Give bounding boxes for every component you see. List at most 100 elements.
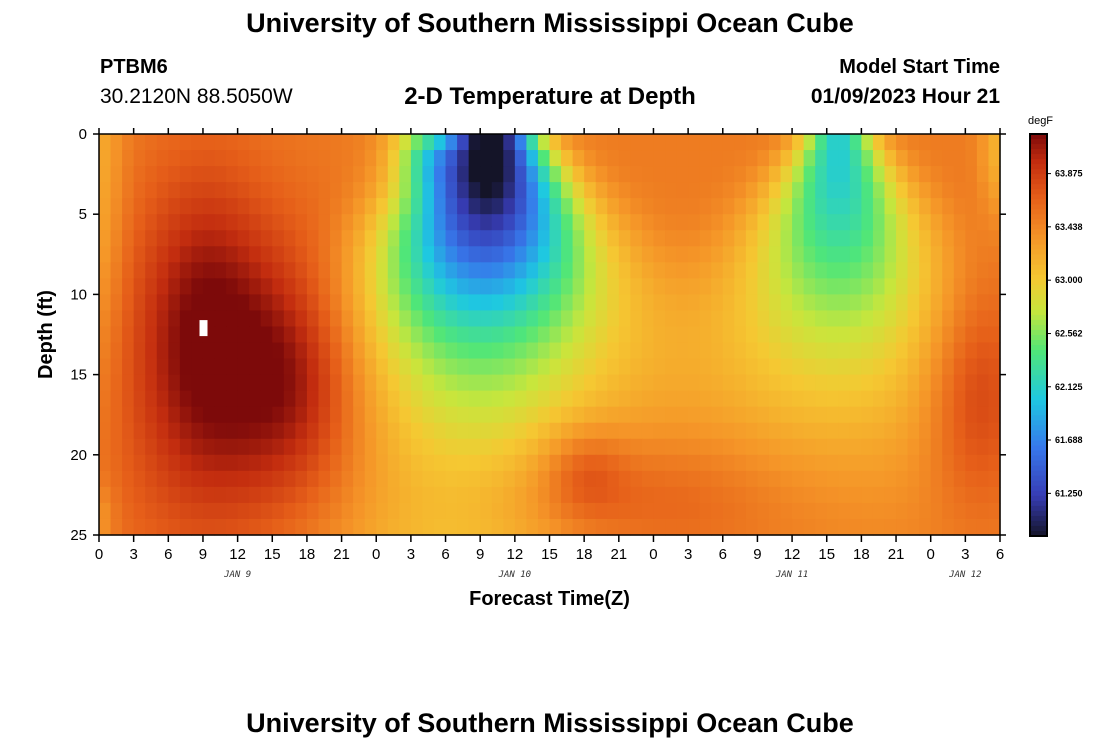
heatmap-cell xyxy=(630,262,643,279)
x-tick-label: 15 xyxy=(264,546,281,563)
heatmap-cell xyxy=(919,294,932,312)
heatmap-cell xyxy=(815,150,828,167)
colorbar-label: 63.875 xyxy=(1055,169,1083,179)
heatmap-cell xyxy=(260,230,273,247)
heatmap-cell xyxy=(99,214,112,231)
heatmap-cell xyxy=(768,150,782,167)
heatmap-cell xyxy=(792,342,805,360)
heatmap-cell xyxy=(838,422,851,440)
heatmap-cell xyxy=(410,518,424,536)
heatmap-cell xyxy=(561,374,574,392)
heatmap-cell xyxy=(503,278,516,295)
heatmap-cell xyxy=(861,278,874,295)
heatmap-cell xyxy=(457,502,470,520)
heatmap-cell xyxy=(214,182,227,199)
heatmap-cell xyxy=(364,518,377,536)
heatmap-cell xyxy=(838,150,851,167)
heatmap-cell xyxy=(896,182,909,199)
heatmap-cell xyxy=(226,342,239,360)
heatmap-cell xyxy=(722,294,735,312)
heatmap-cell xyxy=(699,422,712,440)
heatmap-cell xyxy=(653,342,666,360)
heatmap-cell xyxy=(491,406,504,424)
heatmap-cell xyxy=(872,454,886,472)
colorbar-swatch xyxy=(1030,475,1047,482)
heatmap-cell xyxy=(665,182,678,199)
heatmap-cell xyxy=(110,230,123,247)
heatmap-cell xyxy=(896,518,909,536)
heatmap-cell xyxy=(202,486,216,504)
heatmap-cell xyxy=(272,262,285,279)
heatmap-cell xyxy=(872,518,886,536)
heatmap-cell xyxy=(768,358,782,376)
heatmap-cell xyxy=(595,246,608,263)
heatmap-cell xyxy=(168,518,181,536)
heatmap-cell xyxy=(942,310,955,328)
heatmap-cell xyxy=(445,198,458,215)
heatmap-cell xyxy=(942,262,955,279)
heatmap-cell xyxy=(191,374,204,392)
heatmap-cell xyxy=(433,502,447,520)
heatmap-cell xyxy=(688,150,701,167)
heatmap-cell xyxy=(849,246,862,263)
heatmap-cell xyxy=(376,454,389,472)
heatmap-cell xyxy=(630,518,643,536)
heatmap-cell xyxy=(376,518,389,536)
heatmap-cell xyxy=(641,310,655,328)
heatmap-cell xyxy=(907,502,920,520)
heatmap-cell xyxy=(214,358,227,376)
heatmap-cell xyxy=(676,422,689,440)
heatmap-cell xyxy=(861,262,874,279)
heatmap-cell xyxy=(480,134,493,151)
heatmap-cell xyxy=(376,198,389,215)
heatmap-cell xyxy=(884,518,897,536)
heatmap-cell xyxy=(757,518,770,536)
heatmap-cell xyxy=(399,470,412,488)
heatmap-cell xyxy=(214,230,227,247)
heatmap-cell xyxy=(133,214,146,231)
heatmap-cell xyxy=(676,406,689,424)
heatmap-cell xyxy=(491,166,504,183)
heatmap-cell xyxy=(676,358,689,376)
heatmap-cell xyxy=(826,230,839,247)
heatmap-cell xyxy=(191,246,204,263)
heatmap-cell xyxy=(572,246,585,263)
heatmap-cell xyxy=(607,230,620,247)
heatmap-cell xyxy=(745,502,759,520)
heatmap-cell xyxy=(584,454,597,472)
heatmap-cell xyxy=(965,422,978,440)
heatmap-cell xyxy=(849,486,862,504)
heatmap-cell xyxy=(665,230,678,247)
heatmap-cell xyxy=(988,374,1001,392)
heatmap-cell xyxy=(99,470,112,488)
heatmap-cell xyxy=(526,390,539,408)
heatmap-cell xyxy=(849,422,862,440)
x-tick-label: 6 xyxy=(719,546,727,563)
heatmap-cell xyxy=(156,438,169,456)
heatmap-cell xyxy=(815,518,828,536)
heatmap-cell xyxy=(838,214,851,231)
heatmap-cell xyxy=(757,150,770,167)
heatmap-cell xyxy=(699,198,712,215)
heatmap-cell xyxy=(480,214,493,231)
heatmap-cell xyxy=(503,454,516,472)
heatmap-cell xyxy=(896,502,909,520)
heatmap-cell xyxy=(237,246,250,263)
heatmap-cell xyxy=(364,166,377,183)
heatmap-cell xyxy=(156,134,169,151)
heatmap-cell xyxy=(734,470,747,488)
heatmap-cell xyxy=(145,278,158,295)
heatmap-cell xyxy=(387,358,400,376)
heatmap-cell xyxy=(734,246,747,263)
heatmap-cell xyxy=(653,166,666,183)
heatmap-cell xyxy=(330,150,343,167)
heatmap-cell xyxy=(376,406,389,424)
heatmap-cell xyxy=(618,486,631,504)
heatmap-cell xyxy=(815,406,828,424)
heatmap-cell xyxy=(249,310,262,328)
heatmap-cell xyxy=(988,358,1001,376)
heatmap-cell xyxy=(653,198,666,215)
heatmap-cell xyxy=(699,358,712,376)
heatmap-cell xyxy=(792,198,805,215)
colorbar-swatch xyxy=(1030,274,1047,281)
